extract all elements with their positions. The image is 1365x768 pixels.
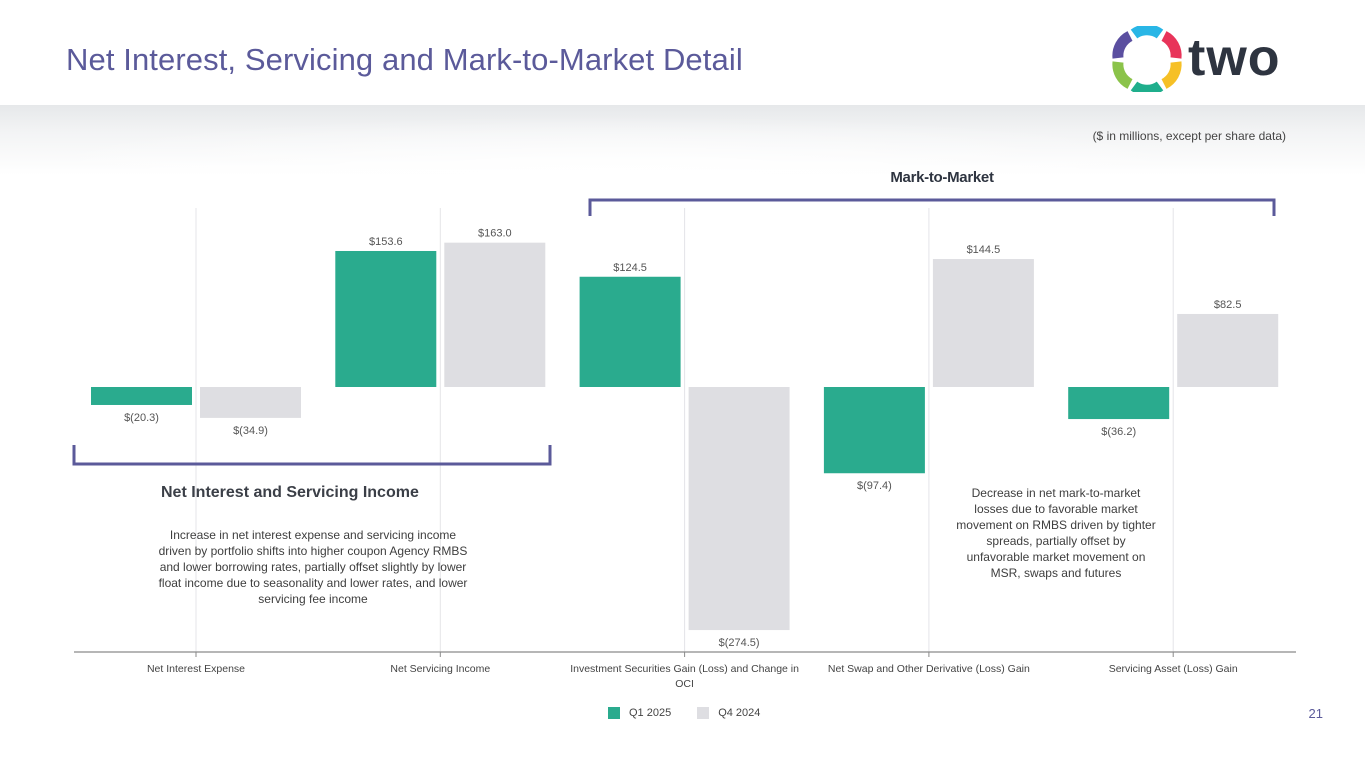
x-axis-ticks xyxy=(195,652,1174,657)
company-logo: two xyxy=(1112,24,1294,96)
legend-item-q4-2024: Q4 2024 xyxy=(697,707,760,719)
bar-q1-2025 xyxy=(579,276,681,387)
data-label: $163.0 xyxy=(478,228,512,240)
bar-q4-2024 xyxy=(932,259,1034,387)
bar-q4-2024 xyxy=(200,387,301,418)
bar-q4-2024 xyxy=(688,387,790,631)
bar-q4-2024 xyxy=(1177,313,1279,387)
bar-q1-2025 xyxy=(1068,387,1170,420)
category-label: Investment Securities Gain (Loss) and Ch… xyxy=(570,663,799,690)
net-interest-servicing-label: Net Interest and Servicing Income xyxy=(161,484,419,501)
logo-star-icon xyxy=(1112,24,1182,96)
chart-legend: Q1 2025 Q4 2024 xyxy=(608,707,786,719)
net-interest-servicing-annotation: Increase in net interest expense and ser… xyxy=(158,528,468,606)
data-label: $(36.2) xyxy=(1101,426,1136,438)
category-label: Servicing Asset (Loss) Gain xyxy=(1108,663,1238,675)
bar-q4-2024 xyxy=(444,242,546,387)
bars xyxy=(91,242,1279,631)
net-interest-servicing-bracket xyxy=(72,445,552,466)
data-label: $(34.9) xyxy=(233,425,268,437)
header-band xyxy=(0,105,1365,175)
bar-q1-2025 xyxy=(91,387,192,405)
category-label: Net Swap and Other Derivative (Loss) Gai… xyxy=(827,663,1030,675)
logo-text: two xyxy=(1188,29,1281,87)
data-label: $(20.3) xyxy=(124,412,159,424)
data-label: $(97.4) xyxy=(857,480,892,492)
mark-to-market-annotation: Decrease in net mark-to-market losses du… xyxy=(956,486,1156,580)
legend-item-q1-2025: Q1 2025 xyxy=(608,707,671,719)
data-label: $144.5 xyxy=(967,244,1001,256)
category-label: Net Servicing Income xyxy=(390,663,491,675)
legend-swatch-q1-2025 xyxy=(608,707,620,719)
units-note: ($ in millions, except per share data) xyxy=(1092,129,1286,143)
value-labels: $(20.3) $(34.9) $153.6 $163.0 $124.5 $(274.5)… xyxy=(124,228,1241,649)
legend-label-q4-2024: Q4 2024 xyxy=(718,707,761,719)
bar-q1-2025 xyxy=(823,387,925,474)
data-label: $82.5 xyxy=(1214,299,1242,311)
bar-q1-2025 xyxy=(335,250,437,387)
mark-to-market-bracket xyxy=(588,198,1276,216)
category-label: Net Interest Expense xyxy=(146,663,246,675)
data-label: $(274.5) xyxy=(719,637,760,649)
data-label: $124.5 xyxy=(613,262,647,274)
gridlines xyxy=(195,208,1174,652)
legend-label-q1-2025: Q1 2025 xyxy=(629,707,672,719)
data-label: $153.6 xyxy=(369,236,403,248)
legend-swatch-q4-2024 xyxy=(697,707,710,719)
page-number: 21 xyxy=(1308,706,1323,721)
page-title: Net Interest, Servicing and Mark-to-Mark… xyxy=(66,42,743,77)
mark-to-market-label: Mark-to-Market xyxy=(890,169,994,186)
